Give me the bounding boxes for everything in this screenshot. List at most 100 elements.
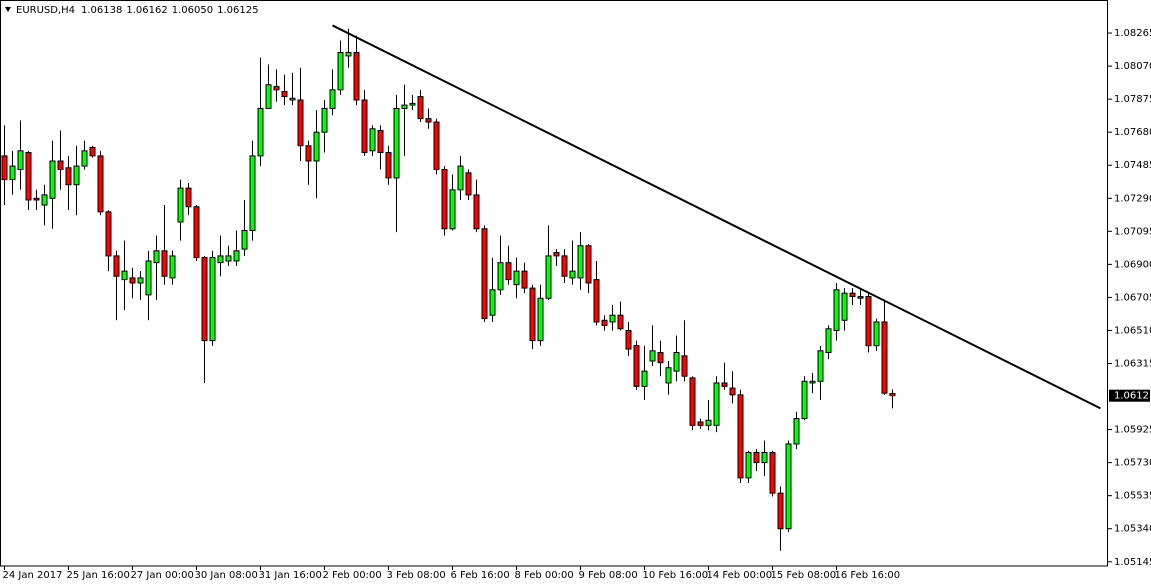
y-tick-label: 1.07290 xyxy=(1114,193,1151,204)
candle-body xyxy=(233,250,240,262)
candle-body xyxy=(761,451,768,464)
candle-body xyxy=(769,451,776,494)
current-price-box xyxy=(1109,389,1150,402)
header-close: 1.06125 xyxy=(217,5,258,16)
candle-body xyxy=(33,197,40,201)
x-tick-label: 14 Feb 00:00 xyxy=(707,570,773,581)
candles xyxy=(1,24,1101,551)
candle-body xyxy=(169,255,176,279)
candle-body xyxy=(585,245,592,284)
candle-body xyxy=(489,289,496,316)
candle-body xyxy=(793,418,800,445)
candle-body xyxy=(577,245,584,279)
candle-body xyxy=(633,345,640,387)
candle-body xyxy=(81,150,88,167)
y-tick-label: 1.06705 xyxy=(1114,292,1151,303)
candle-body xyxy=(201,257,208,342)
candle-body xyxy=(433,121,440,170)
candle-body xyxy=(849,292,856,298)
candle-body xyxy=(249,155,256,231)
candle-body xyxy=(153,250,160,264)
candle-body xyxy=(289,97,296,101)
symbol: EURUSD,H4 xyxy=(16,5,75,16)
candle-body xyxy=(465,172,472,196)
candle-body xyxy=(361,99,368,154)
candle-body xyxy=(297,99,304,147)
candle-body xyxy=(161,250,168,277)
candle-body xyxy=(73,165,80,186)
candle-body xyxy=(649,350,656,362)
candle-body xyxy=(593,279,600,323)
candle-body xyxy=(825,328,832,353)
y-tick-label: 1.06900 xyxy=(1114,259,1151,270)
candle-body xyxy=(601,319,608,326)
candle-body xyxy=(209,257,216,342)
candle-body xyxy=(129,277,136,284)
candle-body xyxy=(641,370,648,387)
candle-body xyxy=(377,129,384,154)
candle-body xyxy=(481,228,488,320)
candle-body xyxy=(617,314,624,330)
y-tick-label: 1.05340 xyxy=(1114,524,1151,535)
header-high: 1.06162 xyxy=(126,5,167,16)
candle-body xyxy=(409,102,416,106)
candle-body xyxy=(257,107,264,157)
candle-body xyxy=(553,251,560,257)
candle-body xyxy=(857,296,864,299)
candle-body xyxy=(881,321,888,394)
candle-body xyxy=(673,351,680,372)
candle-body xyxy=(545,255,552,299)
candle-body xyxy=(225,255,232,262)
candle-body xyxy=(873,321,880,347)
candle-body xyxy=(457,165,464,191)
y-tick-label: 1.05535 xyxy=(1114,491,1151,502)
x-tick-label: 16 Feb 16:00 xyxy=(835,570,901,581)
candle-body xyxy=(689,377,696,426)
candle-body xyxy=(417,96,424,120)
candle-body xyxy=(177,187,184,223)
candle-body xyxy=(281,91,288,98)
candle-body xyxy=(513,270,520,286)
x-tick-label: 9 Feb 08:00 xyxy=(579,570,638,581)
y-tick-label: 1.07095 xyxy=(1114,226,1151,237)
menu-triangle[interactable] xyxy=(5,7,11,12)
candle-body xyxy=(97,155,104,213)
candle-body xyxy=(313,131,320,162)
candle-body xyxy=(25,152,32,201)
y-tick-label: 1.07680 xyxy=(1114,127,1151,138)
candle-body xyxy=(537,297,544,342)
candle-body xyxy=(9,165,16,181)
candle-body xyxy=(185,187,192,208)
candle-body xyxy=(609,314,616,323)
candle-body xyxy=(705,419,712,426)
candle-body xyxy=(441,168,448,230)
candle-body xyxy=(385,152,392,179)
header: EURUSD,H4 1.06138 1.06162 1.06050 1.06125 xyxy=(16,5,258,16)
y-tick-label: 1.08070 xyxy=(1114,61,1151,72)
x-tick-label: 24 Jan 2017 xyxy=(3,570,63,581)
x-tick-label: 2 Feb 00:00 xyxy=(323,570,382,581)
y-tick-label: 1.05925 xyxy=(1114,425,1151,436)
candle-body xyxy=(113,255,120,277)
candle-body xyxy=(393,107,400,179)
x-tick-label: 10 Feb 16:00 xyxy=(643,570,709,581)
x-tick-label: 30 Jan 08:00 xyxy=(195,570,258,581)
candle-body xyxy=(753,451,760,464)
y-tick-label: 1.06510 xyxy=(1114,325,1151,336)
candle-body xyxy=(497,262,504,291)
candle-body xyxy=(729,387,736,396)
candle-body xyxy=(305,145,312,162)
candle-body xyxy=(665,367,672,384)
candle-body xyxy=(217,255,224,264)
candle-body xyxy=(737,394,744,479)
candle-body xyxy=(353,52,360,101)
candle-body xyxy=(41,194,48,206)
header-open: 1.06138 xyxy=(81,5,122,16)
candle-body xyxy=(1,155,8,181)
candle-body xyxy=(241,229,248,250)
axes: 1.08265 1.08070 1.07875 1.07680 1.07485 1.072… xyxy=(3,28,1151,581)
candle-body xyxy=(721,382,728,387)
candle-body xyxy=(569,270,576,279)
